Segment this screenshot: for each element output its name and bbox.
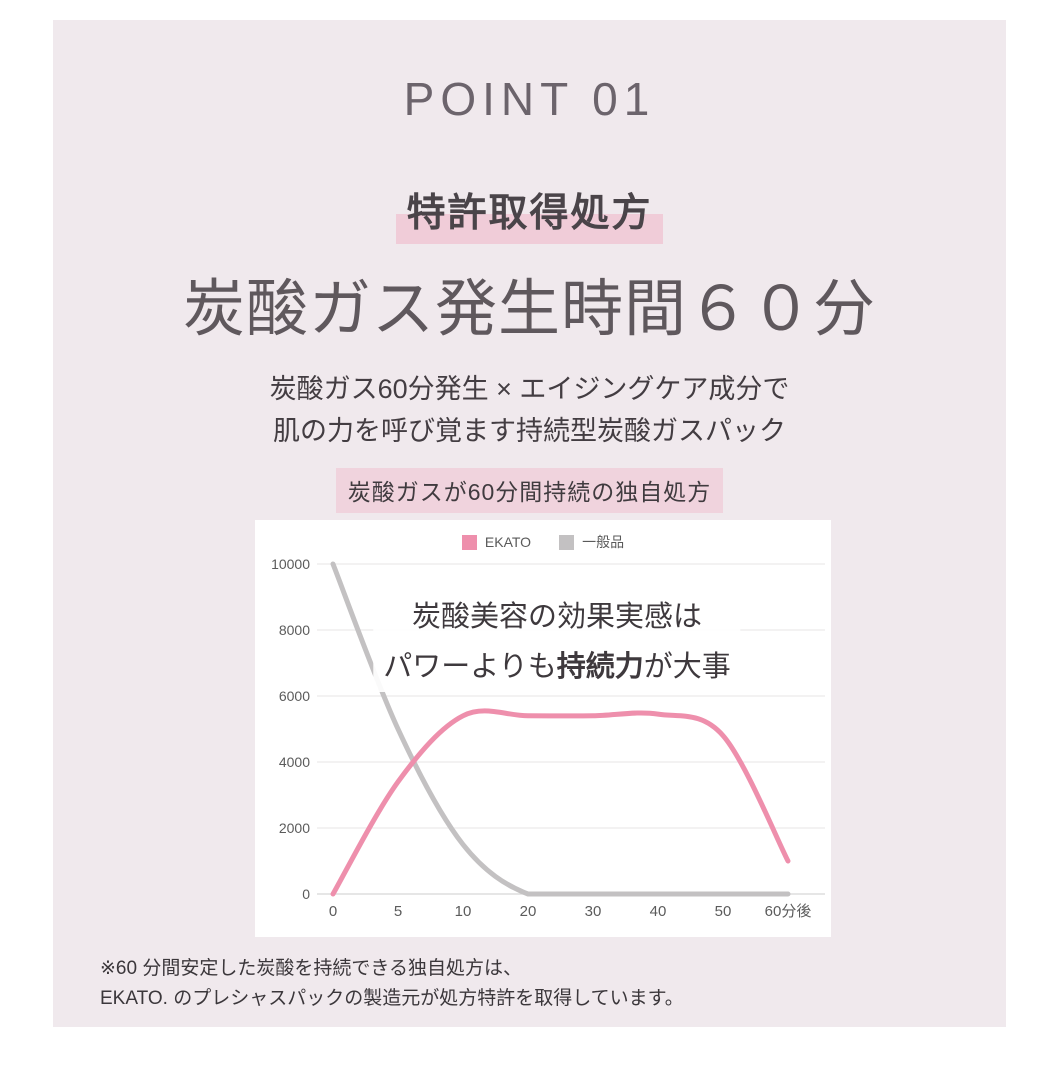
series-line-0 bbox=[330, 708, 791, 897]
patent-badge-row: 特許取得処方 bbox=[53, 182, 1006, 244]
subtitle: 炭酸ガス60分発生 × エイジングケア成分で 肌の力を呼び覚ます持続型炭酸ガスパ… bbox=[53, 368, 1006, 452]
y-tick-label: 4000 bbox=[279, 754, 310, 770]
chart-card: EKATO 一般品 炭酸美容の効果実感は パワーよりも持続力が大事 0 2000 4… bbox=[255, 520, 831, 937]
legend-swatch-generic bbox=[559, 534, 575, 550]
x-tick-label: 20 bbox=[520, 903, 537, 920]
y-tick-label: 2000 bbox=[279, 820, 310, 836]
x-tick-label: 5 bbox=[394, 903, 402, 920]
patent-badge: 特許取得処方 bbox=[396, 182, 663, 244]
content-panel: POINT 01 特許取得処方 炭酸ガス発生時間６０分 炭酸ガス60分発生 × … bbox=[53, 20, 1006, 1027]
legend-label-generic: 一般品 bbox=[582, 534, 625, 550]
chart-caption-badge: 炭酸ガスが60分間持続の独自処方 bbox=[335, 468, 724, 513]
x-tick-label: 60分後 bbox=[765, 903, 812, 920]
subtitle-line-2: 肌の力を呼び覚ます持続型炭酸ガスパック bbox=[273, 416, 786, 446]
legend-label-ekato: EKATO bbox=[484, 534, 532, 550]
point-label: POINT 01 bbox=[403, 73, 656, 125]
chart-svg: 0 2000 4000 6000 8000 10000 0 5 10 20 30 40 50 60分後 bbox=[271, 556, 825, 920]
page-title: 炭酸ガス発生時間６０分 bbox=[182, 275, 876, 344]
x-tick-label: 40 bbox=[650, 903, 667, 920]
legend-item-generic: 一般品 bbox=[559, 532, 624, 552]
legend-item-ekato: EKATO bbox=[461, 534, 532, 550]
x-tick-label: 10 bbox=[455, 903, 472, 920]
x-tick-label: 0 bbox=[329, 903, 337, 920]
annotation-line-1: 炭酸美容の効果実感は bbox=[411, 601, 703, 633]
annotation-line-2: パワーよりも持続力が大事 bbox=[383, 651, 731, 683]
footnote: ※60 分間安定した炭酸を持続できる独自処方は、 EKATO. のプレシャスパッ… bbox=[100, 954, 684, 1014]
chart-legend: EKATO 一般品 bbox=[255, 532, 831, 552]
y-tick-label: 8000 bbox=[279, 622, 310, 638]
y-tick-label: 10000 bbox=[271, 556, 310, 572]
x-tick-label: 50 bbox=[715, 903, 732, 920]
chart-annotation: 炭酸美容の効果実感は パワーよりも持続力が大事 bbox=[373, 592, 741, 692]
footnote-line-1: ※60 分間安定した炭酸を持続できる独自処方は、 bbox=[100, 958, 522, 979]
y-tick-label: 6000 bbox=[279, 688, 310, 704]
x-tick-label: 30 bbox=[585, 903, 602, 920]
chart-caption-row: 炭酸ガスが60分間持続の独自処方 bbox=[53, 468, 1006, 513]
footnote-line-2: EKATO. のプレシャスパックの製造元が処方特許を取得しています。 bbox=[100, 988, 684, 1009]
y-tick-label: 0 bbox=[302, 886, 310, 902]
legend-swatch-ekato bbox=[461, 534, 477, 550]
subtitle-line-1: 炭酸ガス60分発生 × エイジングケア成分で bbox=[269, 374, 790, 404]
series-line-1 bbox=[330, 561, 791, 897]
